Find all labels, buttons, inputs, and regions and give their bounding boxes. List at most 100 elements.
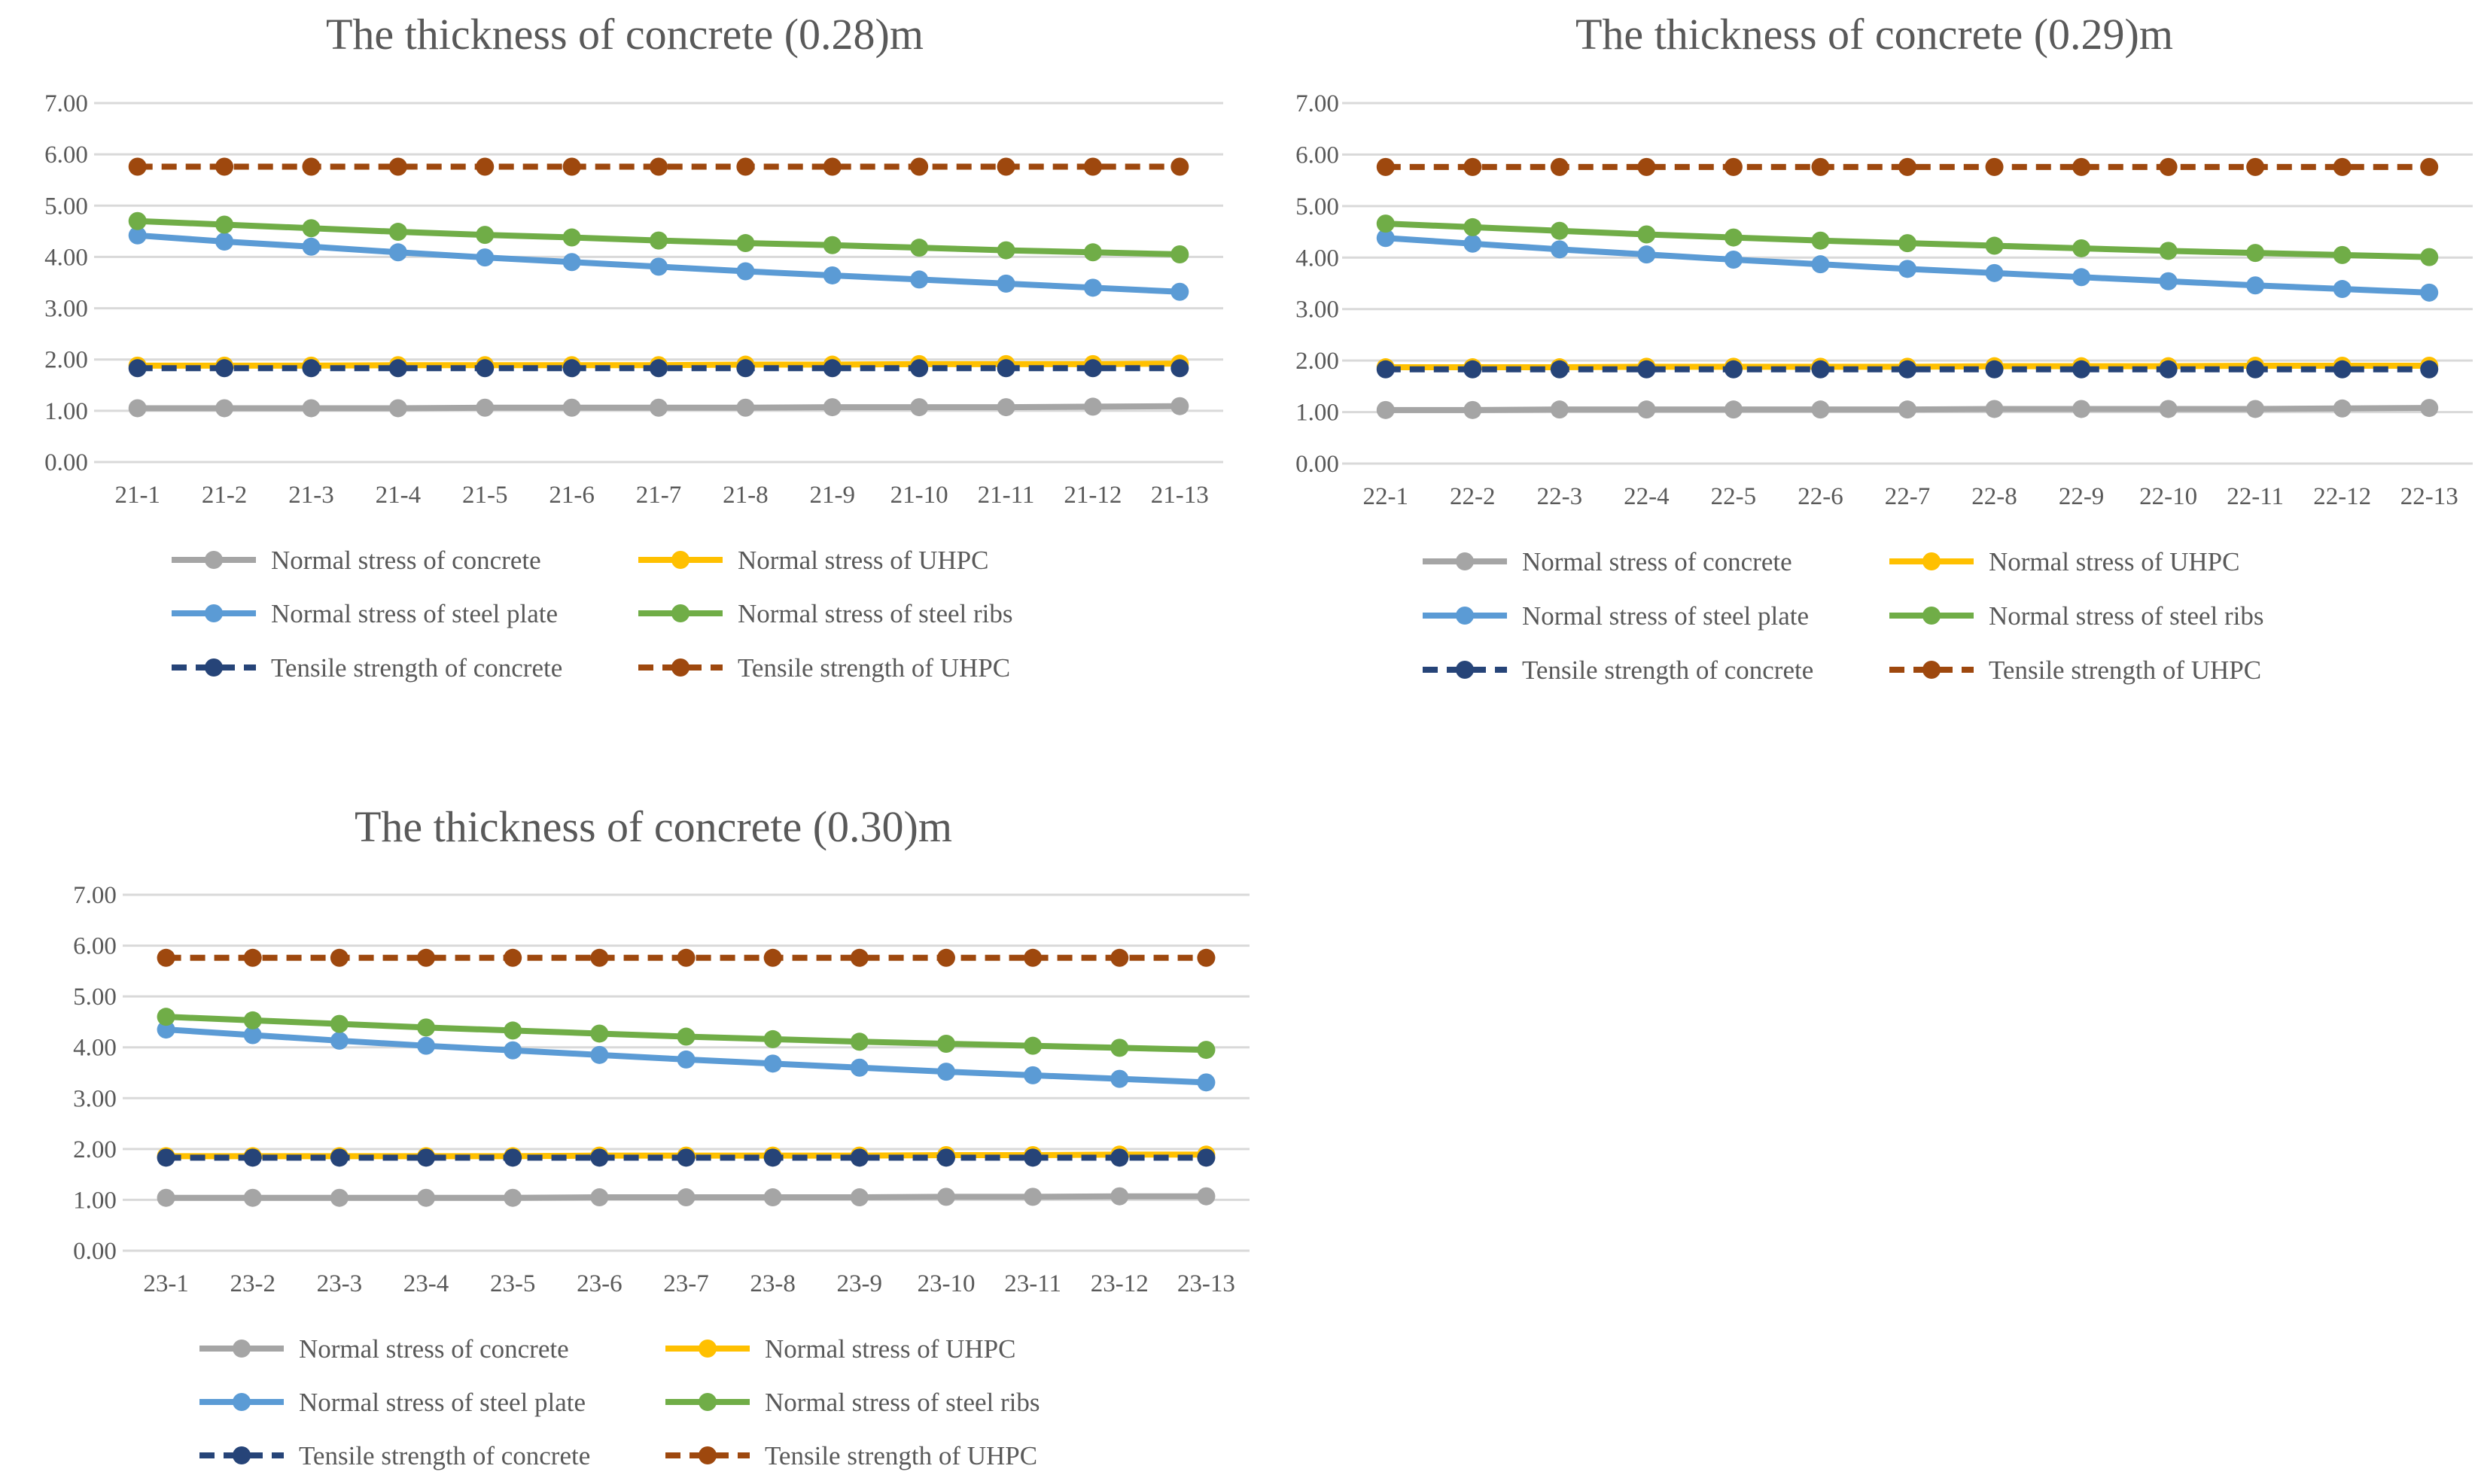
data-point xyxy=(677,1027,696,1046)
data-point xyxy=(1811,157,1830,176)
data-point xyxy=(936,1148,955,1167)
data-point xyxy=(2159,360,2178,379)
data-point xyxy=(590,1024,609,1043)
data-point xyxy=(157,1020,175,1039)
data-point xyxy=(504,1021,522,1040)
data-point xyxy=(2072,400,2091,418)
data-point xyxy=(1197,1073,1216,1092)
y-tick-label: 0.00 xyxy=(44,449,88,476)
x-axis-ticks: 23-1 23-2 23-3 23-4 23-5 23-6 23-7 23-8 23-9 23-1… xyxy=(143,1270,1235,1297)
data-point xyxy=(2159,242,2178,260)
chart-0.29m: The thickness of concrete (0.29)m 0.00 1.… xyxy=(1295,10,2473,685)
legend-label: Normal stress of steel plate xyxy=(299,1388,586,1417)
data-point xyxy=(476,157,495,176)
legend-item: Tensile strength of UHPC xyxy=(1889,655,2261,685)
data-point xyxy=(677,948,696,967)
data-point xyxy=(1811,360,1830,379)
series-group xyxy=(128,157,1189,418)
data-point xyxy=(650,398,668,417)
legend-item: Tensile strength of concrete xyxy=(199,1441,590,1470)
data-point xyxy=(128,399,147,418)
data-point xyxy=(590,1148,609,1167)
chart-0.28m: The thickness of concrete (0.28)m 0.00 1.… xyxy=(44,10,1223,683)
x-tick-label: 23-8 xyxy=(750,1270,796,1297)
data-point xyxy=(997,359,1015,378)
data-point xyxy=(562,253,581,272)
legend-swatch-marker xyxy=(671,551,690,569)
series-tensile-strength-of-concrete xyxy=(1376,360,2439,379)
series-normal-stress-of-steel-ribs xyxy=(1376,214,2439,266)
legend-label: Normal stress of steel plate xyxy=(271,599,558,628)
data-point xyxy=(1376,157,1395,176)
data-point xyxy=(1170,157,1189,176)
x-tick-label: 21-5 xyxy=(462,482,508,509)
y-tick-label: 3.00 xyxy=(73,1085,117,1112)
legend-swatch-marker xyxy=(1922,552,1941,570)
data-point xyxy=(417,948,436,967)
data-point xyxy=(2159,157,2178,176)
data-point xyxy=(1170,245,1189,264)
x-tick-label: 23-5 xyxy=(490,1270,536,1297)
data-point xyxy=(910,270,929,289)
legend-label: Tensile strength of concrete xyxy=(299,1441,590,1470)
data-point xyxy=(823,266,842,284)
data-point xyxy=(2072,268,2091,287)
data-point xyxy=(590,1045,609,1064)
data-point xyxy=(1550,221,1569,240)
data-point xyxy=(1550,400,1569,419)
data-point xyxy=(650,257,668,276)
data-point xyxy=(997,274,1015,293)
legend-label: Tensile strength of UHPC xyxy=(738,653,1010,683)
data-point xyxy=(1724,251,1743,269)
data-point xyxy=(1083,157,1102,176)
legend-label: Normal stress of UHPC xyxy=(1989,547,2239,576)
legend-swatch-marker xyxy=(233,1340,251,1358)
series-group xyxy=(157,948,1216,1207)
x-tick-label: 22-6 xyxy=(1798,483,1843,510)
data-point xyxy=(302,359,321,378)
series-normal-stress-of-steel-plate xyxy=(1376,229,2439,302)
y-tick-label: 5.00 xyxy=(44,193,88,220)
data-point xyxy=(1463,157,1482,176)
data-point xyxy=(1463,360,1482,379)
y-tick-label: 0.00 xyxy=(73,1238,117,1265)
data-point xyxy=(1197,948,1216,967)
x-tick-label: 21-11 xyxy=(978,482,1035,509)
data-point xyxy=(476,248,495,267)
series-group xyxy=(1376,157,2439,419)
series-normal-stress-of-steel-ribs xyxy=(128,211,1189,264)
series-normal-stress-of-steel-plate xyxy=(128,226,1189,301)
y-tick-label: 2.00 xyxy=(44,347,88,374)
data-point xyxy=(1724,400,1743,419)
data-point xyxy=(504,948,522,967)
data-point xyxy=(1724,157,1743,176)
legend-swatch-marker xyxy=(233,1446,251,1464)
x-tick-label: 23-13 xyxy=(1177,1270,1235,1297)
x-axis-ticks: 21-1 21-2 21-3 21-4 21-5 21-6 21-7 21-8 21-9 21-1… xyxy=(114,482,1208,509)
data-point xyxy=(243,1148,262,1167)
data-point xyxy=(215,215,234,234)
y-tick-label: 0.00 xyxy=(1295,451,1339,478)
series-normal-stress-of-concrete xyxy=(1376,399,2439,419)
data-point xyxy=(1463,400,1482,419)
x-tick-label: 22-5 xyxy=(1711,483,1757,510)
legend-swatch-marker xyxy=(699,1446,717,1464)
data-point xyxy=(2333,360,2352,379)
x-tick-label: 21-6 xyxy=(549,482,595,509)
y-tick-label: 4.00 xyxy=(44,244,88,271)
data-point xyxy=(823,157,842,176)
legend-item: Normal stress of UHPC xyxy=(638,546,988,575)
data-point xyxy=(243,1011,262,1029)
data-point xyxy=(936,1063,955,1081)
data-point xyxy=(504,1041,522,1060)
y-tick-label: 2.00 xyxy=(1295,348,1339,375)
data-point xyxy=(1110,1069,1129,1088)
series-tensile-strength-of-uhpc xyxy=(1376,157,2439,176)
x-tick-label: 23-10 xyxy=(917,1270,975,1297)
y-tick-label: 3.00 xyxy=(1295,296,1339,324)
legend-label: Tensile strength of concrete xyxy=(1522,655,1813,685)
data-point xyxy=(763,948,782,967)
y-tick-label: 2.00 xyxy=(73,1136,117,1163)
x-tick-label: 22-10 xyxy=(2139,483,2197,510)
x-tick-label: 22-9 xyxy=(2059,483,2105,510)
